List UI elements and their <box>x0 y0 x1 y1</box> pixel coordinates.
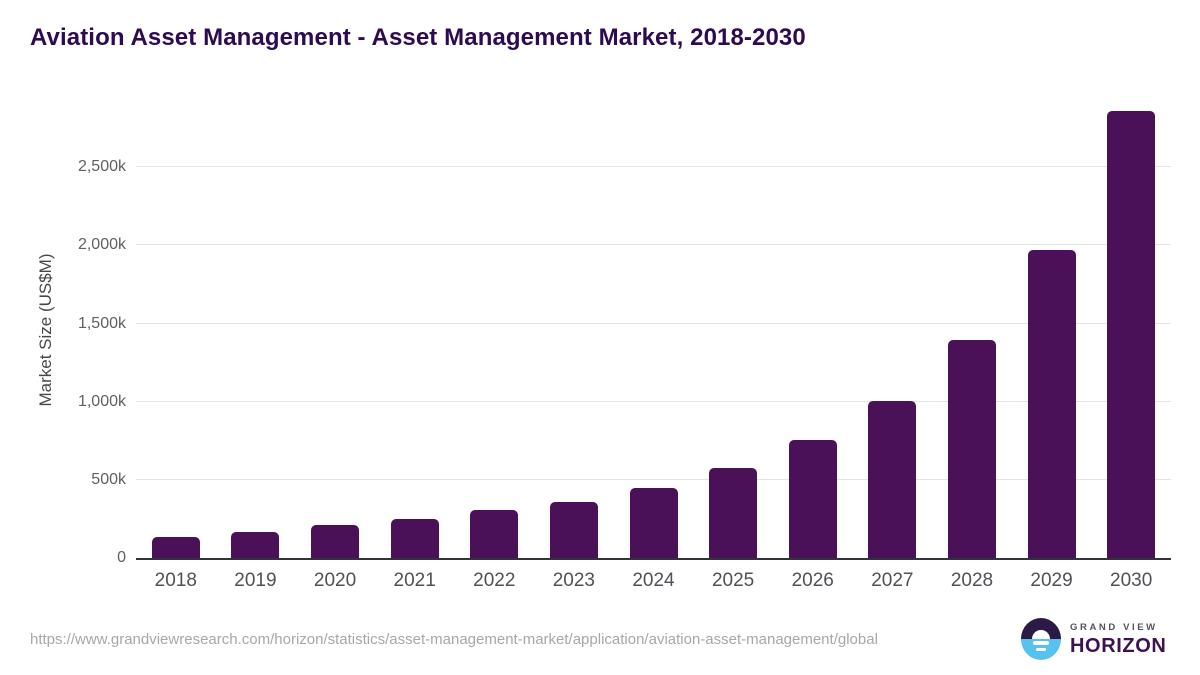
x-tick-label-2025: 2025 <box>711 570 755 591</box>
x-tick-label-2026: 2026 <box>791 570 834 591</box>
sun-reflection-bar <box>1036 648 1046 651</box>
plot-area <box>136 100 1171 560</box>
x-tick-label-2030: 2030 <box>1110 570 1153 591</box>
bar-2023[interactable] <box>549 501 598 558</box>
bar-2030[interactable] <box>1107 110 1156 558</box>
y-tick-label: 1,000k <box>77 392 126 410</box>
x-tick-label-2021: 2021 <box>393 570 436 591</box>
grand-view-horizon-logo: GRAND VIEW HORIZON <box>1021 618 1166 660</box>
x-tick-label-2028: 2028 <box>950 570 994 591</box>
bar-2024[interactable] <box>629 487 678 558</box>
sun-shape <box>1032 630 1050 639</box>
horizon-sunrise-icon <box>1021 618 1061 660</box>
x-tick-label-2024: 2024 <box>632 570 675 591</box>
gridline <box>136 166 1171 168</box>
y-tick-label: 2,500k <box>77 158 126 176</box>
x-tick-label-2027: 2027 <box>871 570 914 591</box>
chart-title: Aviation Asset Management - Asset Manage… <box>30 24 806 51</box>
bar-2027[interactable] <box>868 400 917 558</box>
gridline <box>136 478 1171 480</box>
bar-2022[interactable] <box>470 510 519 558</box>
bar-2029[interactable] <box>1027 250 1076 558</box>
x-tick-label-2023: 2023 <box>552 570 596 591</box>
bar-2020[interactable] <box>311 525 360 558</box>
y-tick-label: 1,500k <box>77 314 126 332</box>
bar-2028[interactable] <box>947 339 996 558</box>
x-tick-label-2029: 2029 <box>1030 570 1073 591</box>
y-tick-label: 500k <box>91 470 126 488</box>
gridline <box>136 400 1171 402</box>
bar-2019[interactable] <box>231 532 280 558</box>
sun-reflection-bar <box>1033 641 1049 645</box>
bar-2021[interactable] <box>390 518 439 558</box>
source-url: https://www.grandviewresearch.com/horizo… <box>30 631 878 648</box>
brand-name-horizon: HORIZON <box>1070 634 1167 657</box>
y-tick-label: 0 <box>117 549 126 566</box>
bar-2026[interactable] <box>788 439 837 558</box>
x-tick-label-2022: 2022 <box>473 570 516 591</box>
brand-name-grand-view: GRAND VIEW <box>1070 621 1158 633</box>
y-tick-label: 2,000k <box>77 236 126 254</box>
gridline <box>136 244 1171 246</box>
logo-text: GRAND VIEW HORIZON <box>1070 622 1166 657</box>
bar-2025[interactable] <box>709 468 758 558</box>
gridline <box>136 322 1171 324</box>
x-tick-label-2019: 2019 <box>234 570 277 591</box>
x-tick-label-2020: 2020 <box>313 570 357 591</box>
x-tick-label-2018: 2018 <box>154 570 197 591</box>
bar-2018[interactable] <box>151 536 200 558</box>
